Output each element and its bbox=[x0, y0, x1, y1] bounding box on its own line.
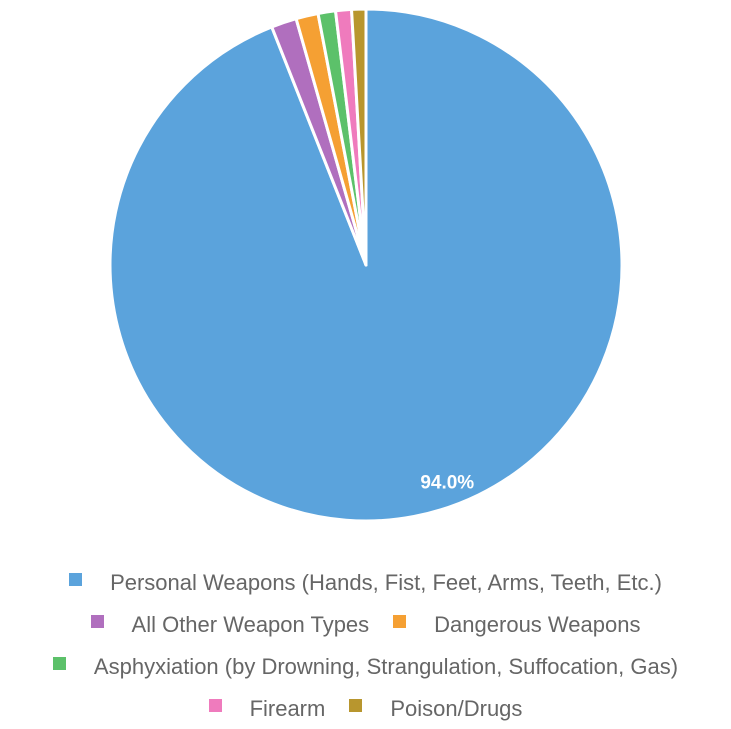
slice-data-label: 94.0% bbox=[420, 472, 474, 493]
pie-chart: 94.0% bbox=[108, 7, 624, 523]
legend-item[interactable]: Asphyxiation (by Drowning, Strangulation… bbox=[52, 654, 679, 680]
legend-label: Personal Weapons (Hands, Fist, Feet, Arm… bbox=[110, 570, 662, 595]
pie-slice-5[interactable] bbox=[350, 7, 368, 267]
legend-row: Personal Weapons (Hands, Fist, Feet, Arm… bbox=[57, 562, 674, 604]
legend-swatch bbox=[393, 614, 407, 628]
legend-label: Asphyxiation (by Drowning, Strangulation… bbox=[93, 654, 679, 679]
legend-row: All Other Weapon Types Dangerous Weapons bbox=[79, 604, 653, 646]
legend-row: Asphyxiation (by Drowning, Strangulation… bbox=[41, 646, 690, 688]
legend-row: Firearm Poison/Drugs bbox=[197, 688, 535, 729]
legend-label: Firearm bbox=[249, 696, 326, 721]
legend-item[interactable]: Personal Weapons (Hands, Fist, Feet, Arm… bbox=[69, 570, 662, 596]
legend-label: Dangerous Weapons bbox=[434, 612, 641, 637]
legend-item[interactable]: Poison/Drugs bbox=[349, 696, 522, 722]
legend-item[interactable]: All Other Weapon Types bbox=[90, 612, 370, 638]
legend-label: Poison/Drugs bbox=[390, 696, 523, 721]
legend-swatch bbox=[90, 614, 104, 628]
legend-swatch bbox=[208, 698, 222, 712]
legend-swatch bbox=[69, 572, 83, 586]
legend-swatch bbox=[52, 656, 66, 670]
legend-item[interactable]: Firearm bbox=[208, 696, 326, 722]
legend-swatch bbox=[349, 698, 363, 712]
legend-label: All Other Weapon Types bbox=[131, 612, 370, 637]
legend: Personal Weapons (Hands, Fist, Feet, Arm… bbox=[0, 562, 731, 729]
legend-item[interactable]: Dangerous Weapons bbox=[393, 612, 640, 638]
